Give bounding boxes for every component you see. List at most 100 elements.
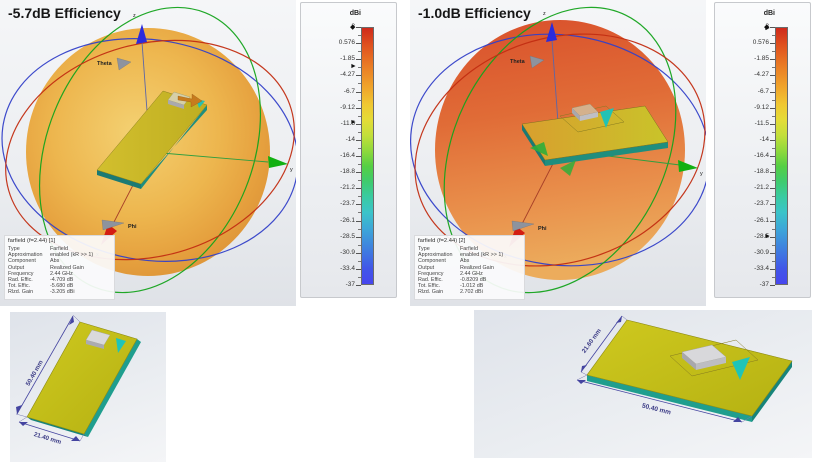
- info-row-value: -5.680 dB: [50, 283, 74, 290]
- z-axis-arrow-icon: [546, 22, 557, 42]
- colorbar-diamond-marker: ◆: [764, 23, 770, 31]
- info-row-value: -1.012 dB: [460, 283, 484, 290]
- colorbar-title: dBi: [763, 10, 775, 17]
- pcb-bottom-edge: [545, 142, 668, 166]
- colorbar-tick-label: -14: [345, 135, 355, 143]
- info-row: Approximation enabled (kR >> 1): [418, 252, 521, 258]
- chip-module-side: [682, 352, 696, 370]
- colorbar-tick: [770, 123, 775, 125]
- info-row-value: 2.44 GHz: [50, 270, 73, 277]
- colorbar-tick-label: -21.2: [754, 184, 769, 192]
- info-row: Frequency 2.44 GHz: [8, 271, 111, 277]
- chip-module-front: [696, 357, 726, 370]
- info-row-value: Abs: [460, 258, 470, 265]
- colorbar-tick: [356, 27, 361, 28]
- colorbar-tick: [770, 172, 775, 174]
- colorbar-gradient: [361, 27, 374, 285]
- colorbar-tick: [770, 236, 775, 238]
- colorbar-tick: [356, 59, 361, 61]
- pcb-model-drawing-right: 21.60 mm 50.40 mm: [576, 315, 793, 423]
- colorbar-minor-tick: [358, 131, 361, 133]
- pcb-model-view-left: 50.40 mm 21.40 mm: [10, 312, 166, 462]
- dim-arrow-icon: [16, 405, 22, 414]
- y-axis-label: y: [700, 171, 703, 177]
- colorbar-minor-tick: [772, 228, 775, 230]
- dim-arrow-icon: [733, 417, 742, 422]
- y-axis-arrow-icon: [268, 156, 288, 168]
- dim-arrow-icon: [616, 316, 622, 323]
- colorbar-tick: [770, 107, 775, 109]
- theta-label: Theta: [510, 59, 526, 65]
- colorbar-tick-label: -9.12: [340, 103, 355, 111]
- colorbar-minor-tick: [772, 83, 775, 85]
- colorbar-minor-tick: [358, 196, 361, 198]
- colorbar-tick-label: -33.4: [340, 264, 355, 272]
- info-row-value: Realized Gain: [50, 264, 84, 271]
- dim-arrow-icon: [577, 380, 586, 384]
- pcb-side-edge: [522, 124, 545, 166]
- info-row: Frequency 2.44 GHz: [418, 271, 521, 277]
- colorbar-title: dBi: [349, 10, 361, 17]
- farfield-info-box-right: farfield (f=2.44) [2] Type Farfield Approx…: [414, 235, 525, 300]
- farfield-3d-viewport-right: -1.0dB Efficiency z y x Theta: [410, 0, 706, 306]
- colorbar-tick: [770, 188, 775, 190]
- colorbar-tick: [770, 268, 775, 270]
- theta-grid-circle-red: [5, 39, 295, 261]
- colorbar-minor-tick: [772, 180, 775, 182]
- colorbar-tick-label: 3: [351, 23, 355, 30]
- colorbar-tick: [770, 27, 775, 28]
- colorbar-minor-tick: [358, 260, 361, 262]
- colorbar-tick-label: -18.8: [340, 168, 355, 176]
- info-row-label: Rad. Effic.: [418, 277, 443, 284]
- colorbar-tick: [770, 139, 775, 141]
- colorbar-diamond-marker: ◆: [350, 23, 356, 31]
- colorbar-minor-tick: [772, 147, 775, 149]
- chip-module-side: [572, 108, 580, 121]
- colorbar-tick: [770, 156, 775, 157]
- dim-arrow-icon: [581, 365, 587, 372]
- colorbar-tick: [356, 91, 361, 93]
- pcb-side-edge: [752, 361, 792, 422]
- pcb-model-inside: [96, 90, 208, 189]
- colorbar-tick-label: -1.85: [754, 55, 769, 63]
- info-row: Output Realized Gain: [418, 265, 521, 271]
- colorbar-tick-label: -26.1: [754, 216, 769, 224]
- colorbar-tick-label: -6.7: [343, 87, 355, 95]
- colorbar-minor-tick: [358, 276, 361, 278]
- colorbar-minor-tick: [358, 35, 361, 37]
- farfield-info-header: farfield (f=2.44) [1]: [8, 238, 56, 244]
- pcb-model-view-right: 21.60 mm 50.40 mm: [474, 310, 812, 458]
- colorbar-minor-tick: [772, 244, 775, 246]
- colorbar-minor-tick: [772, 51, 775, 53]
- colorbar-minor-tick: [358, 83, 361, 85]
- dim-arrow-icon: [19, 422, 28, 426]
- colorbar-tick-label: -9.12: [754, 103, 769, 111]
- colorbar-panel-right: dBi 3 0.576 -1.85 -4.27 -6.7 -9.12 -11.5 -14 -16…: [714, 2, 811, 298]
- radiation-pattern-3d-left: z y x Theta Phi: [1, 6, 296, 294]
- phi-label: Phi: [538, 226, 547, 232]
- phi-arrow-icon: [101, 219, 125, 231]
- phi-arrow-icon: [511, 220, 535, 232]
- colorbar-minor-tick: [772, 212, 775, 214]
- colorbar-minor-tick: [772, 131, 775, 133]
- theta-arrow-icon: [116, 57, 132, 71]
- colorbar-tick: [770, 220, 775, 222]
- info-row-value: Farfield: [50, 246, 68, 252]
- colorbar-minor-tick: [358, 212, 361, 214]
- z-axis-label: z: [543, 11, 546, 17]
- colorbar-tick: [770, 75, 775, 77]
- info-row: Approximation enabled (kR >> 1): [8, 252, 111, 258]
- colorbar-tick: [356, 123, 361, 125]
- colorbar-tick: [356, 220, 361, 222]
- colorbar-tick-label: -4.27: [754, 71, 769, 79]
- colorbar-gradient: [775, 27, 788, 285]
- pcb-bottom-edge: [97, 170, 141, 189]
- chip-module-side: [86, 340, 104, 349]
- colorbar-tick: [356, 285, 361, 286]
- dim-width-label: 21.60 mm: [581, 327, 604, 354]
- info-row-value: -0.8209 dB: [460, 277, 487, 284]
- info-row-value: 2.702 dBi: [460, 289, 483, 296]
- colorbar-minor-tick: [358, 147, 361, 149]
- pcb-side-edge: [84, 339, 141, 437]
- z-axis-label: z: [133, 13, 136, 19]
